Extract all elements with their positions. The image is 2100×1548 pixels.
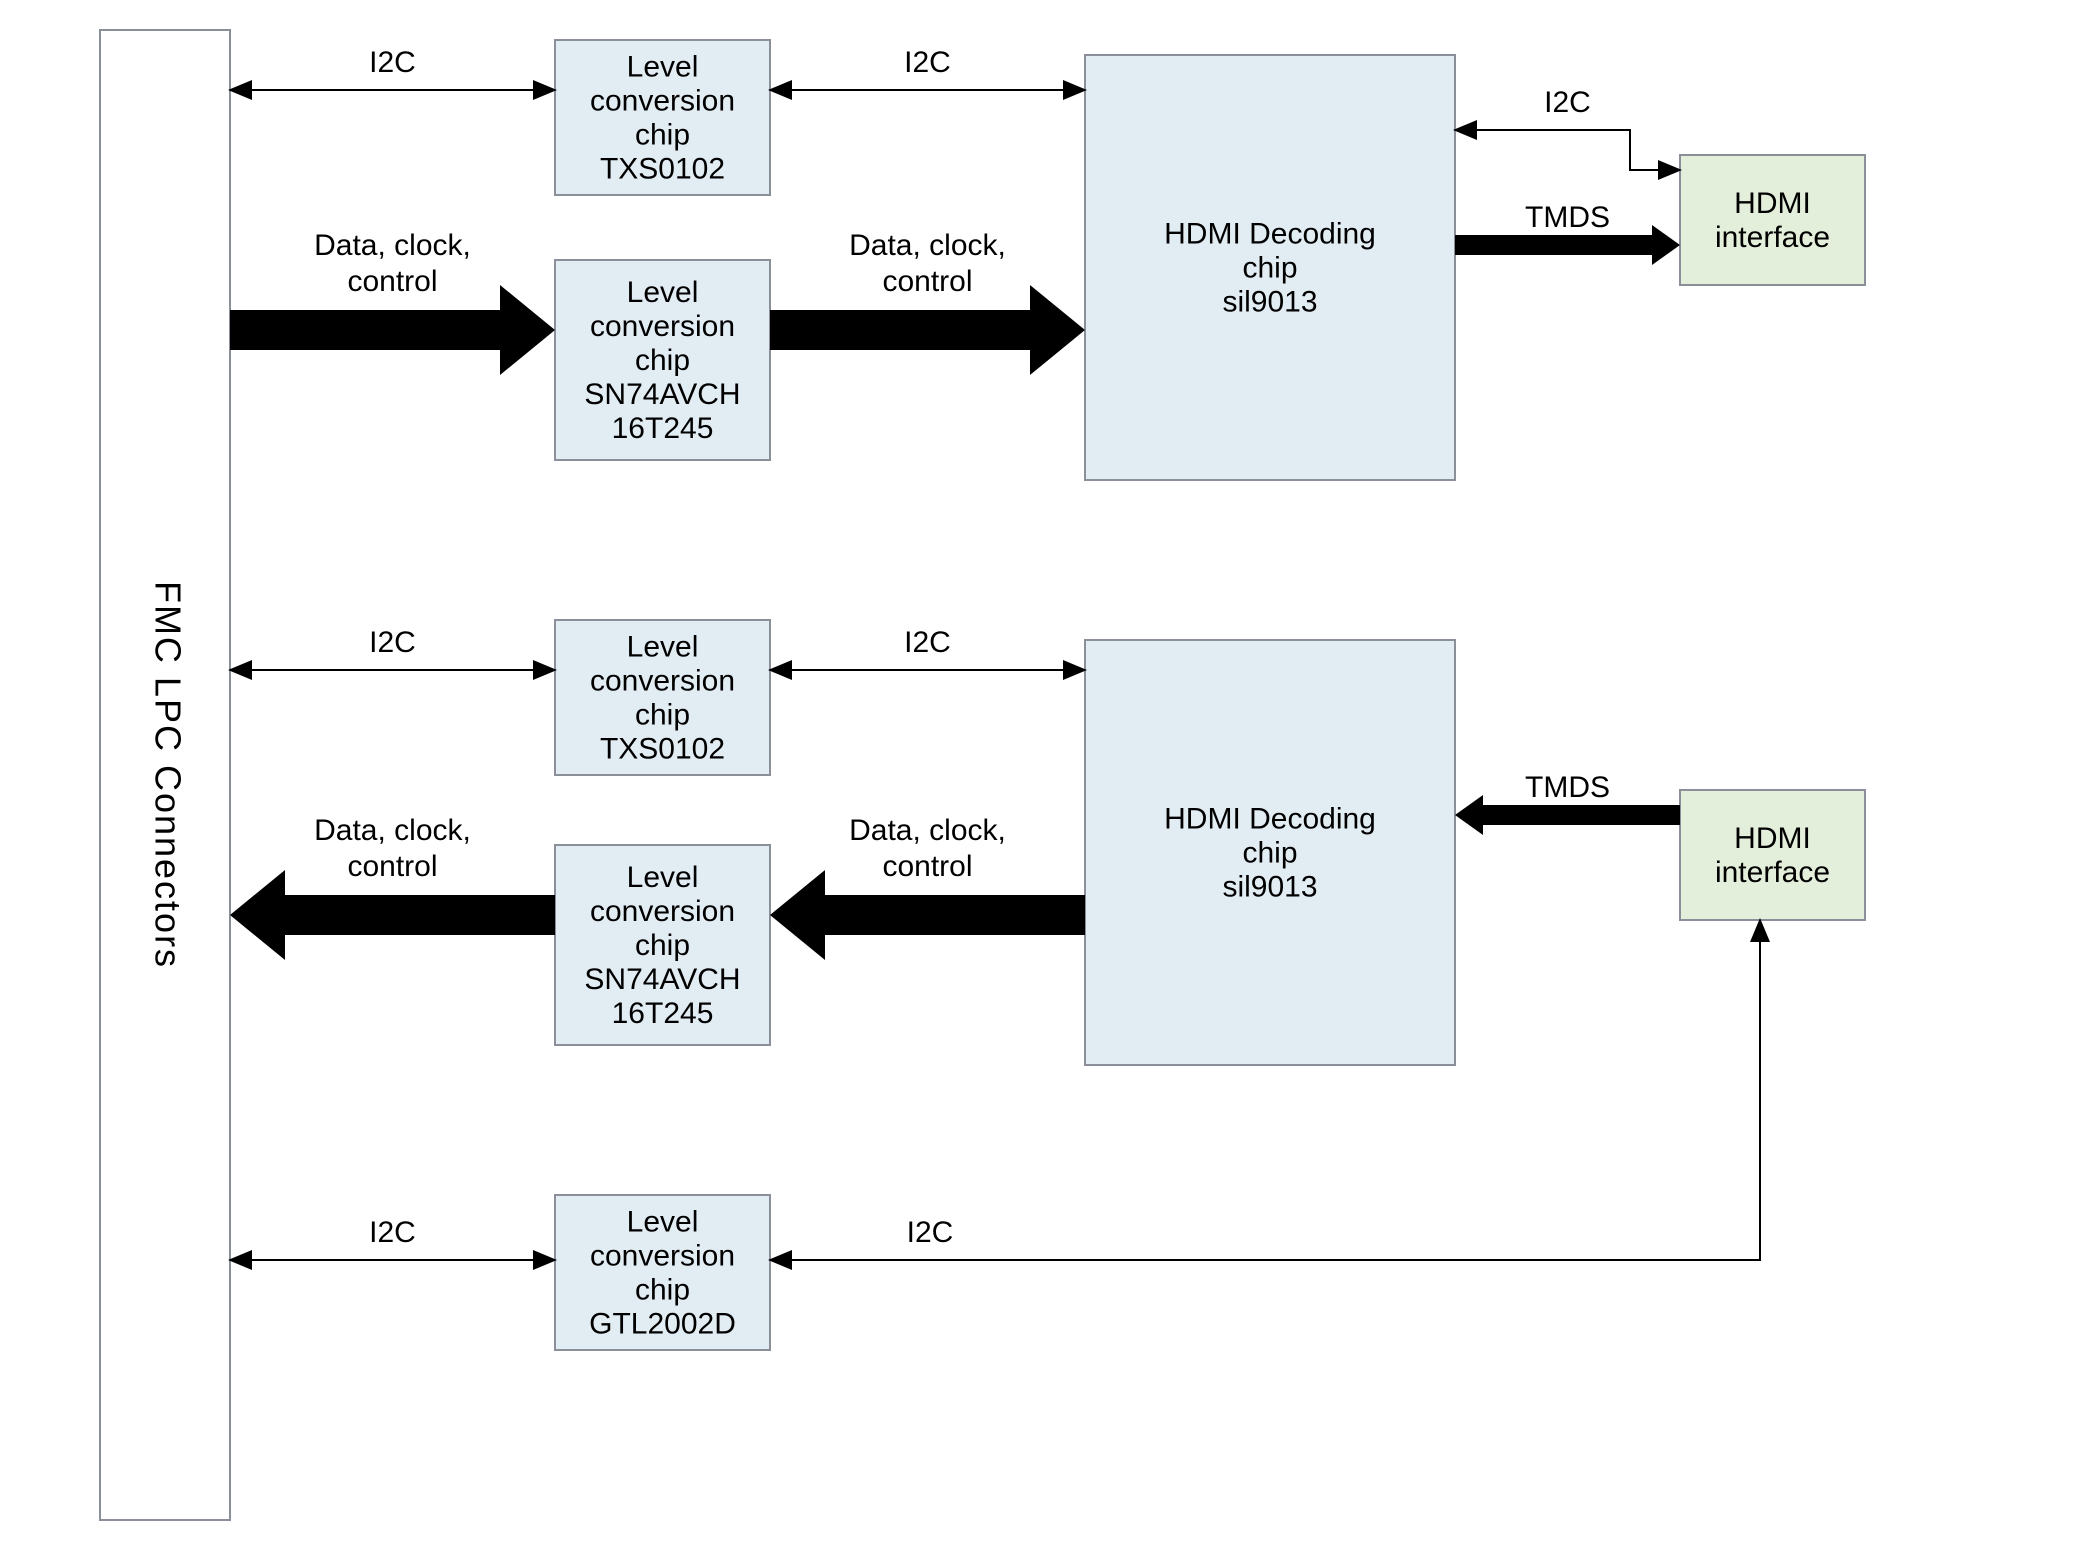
data-sn2-fmc <box>230 870 555 960</box>
data-sn1-hdmi1-label: Data, clock,control <box>849 229 1006 298</box>
tmds-if2-hdmi2-label: TMDS <box>1525 771 1610 804</box>
data-fmc-sn1 <box>230 285 555 375</box>
i2c-gtl-if2-label: I2C <box>907 1216 954 1249</box>
i2c-fmc-gtl-label: I2C <box>369 1216 416 1249</box>
diagram-canvas: FMC LPC ConnectorsLevelconversionchipTXS… <box>0 0 2100 1548</box>
data-sn1-hdmi1 <box>770 285 1085 375</box>
node-iface_1 <box>1680 155 1865 285</box>
data-fmc-sn1-label: Data, clock,control <box>314 229 471 298</box>
i2c-fmc-txs1-label: I2C <box>369 46 416 79</box>
data-sn2-fmc-label: Data, clock,control <box>314 814 471 883</box>
i2c-txs2-hdmi2-label: I2C <box>904 626 951 659</box>
tmds-hdmi1-if1-label: TMDS <box>1525 201 1610 234</box>
node-label-fmc: FMC LPC Connectors <box>147 581 188 969</box>
i2c-fmc-txs2-label: I2C <box>369 626 416 659</box>
data-hdmi2-sn2-label: Data, clock,control <box>849 814 1006 883</box>
node-iface_2 <box>1680 790 1865 920</box>
i2c-txs1-hdmi1-label: I2C <box>904 46 951 79</box>
data-hdmi2-sn2 <box>770 870 1085 960</box>
i2c-hdmi1-if1-label: I2C <box>1544 86 1591 119</box>
i2c-hdmi1-if1 <box>1455 130 1680 170</box>
